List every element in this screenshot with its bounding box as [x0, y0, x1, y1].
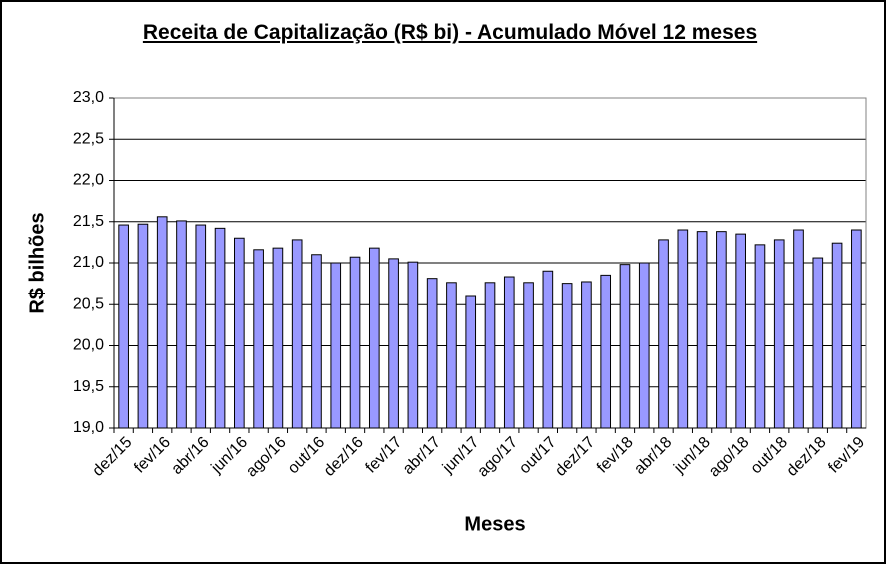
- bar: [619, 264, 631, 429]
- bar: [272, 247, 284, 429]
- y-tick-label: 20,0: [73, 337, 104, 354]
- bar: [234, 237, 245, 429]
- bar: [214, 227, 226, 429]
- bar: [195, 224, 207, 429]
- bar: [253, 249, 264, 429]
- bar: [426, 278, 438, 429]
- bar: [368, 247, 380, 429]
- bar: [561, 283, 573, 429]
- bar: [851, 229, 862, 429]
- bar: [831, 242, 843, 429]
- bar: [465, 295, 477, 429]
- y-tick-label: 23,0: [73, 89, 104, 106]
- bar: [812, 257, 824, 429]
- bar: [330, 262, 342, 429]
- bar: [388, 258, 399, 429]
- bar: [118, 224, 129, 429]
- y-tick-label: 22,5: [73, 130, 104, 147]
- bar: [754, 244, 766, 429]
- y-tick-label: 19,5: [73, 378, 104, 395]
- bar: [523, 282, 534, 429]
- y-tick-label: 21,5: [73, 213, 104, 230]
- bar: [793, 229, 804, 429]
- bar: [677, 229, 689, 429]
- bar: [773, 239, 785, 429]
- bar: [446, 282, 457, 429]
- bar: [484, 282, 496, 429]
- bar: [658, 239, 669, 429]
- bar: [503, 276, 515, 429]
- bar: [638, 262, 650, 429]
- bar: [137, 223, 149, 429]
- bar: [407, 261, 419, 429]
- bar: [735, 233, 746, 429]
- bar: [600, 274, 612, 429]
- x-axis-label: Meses: [464, 513, 525, 535]
- bar: [581, 281, 592, 429]
- bar: [291, 239, 303, 429]
- bar: [156, 216, 168, 429]
- bar: [542, 270, 554, 429]
- y-tick-label: 21,0: [73, 254, 104, 271]
- bar: [311, 254, 322, 429]
- bar: [349, 256, 361, 429]
- y-tick-label: 22,0: [73, 172, 104, 189]
- bar: [716, 231, 727, 429]
- bar: [696, 231, 708, 429]
- y-axis-label: R$ bilhões: [26, 212, 48, 313]
- chart-title: Receita de Capitalização (R$ bi) - Acumu…: [142, 21, 758, 44]
- y-tick-label: 20,5: [73, 295, 104, 312]
- y-tick-label: 19,0: [73, 419, 104, 436]
- bar: [176, 220, 187, 429]
